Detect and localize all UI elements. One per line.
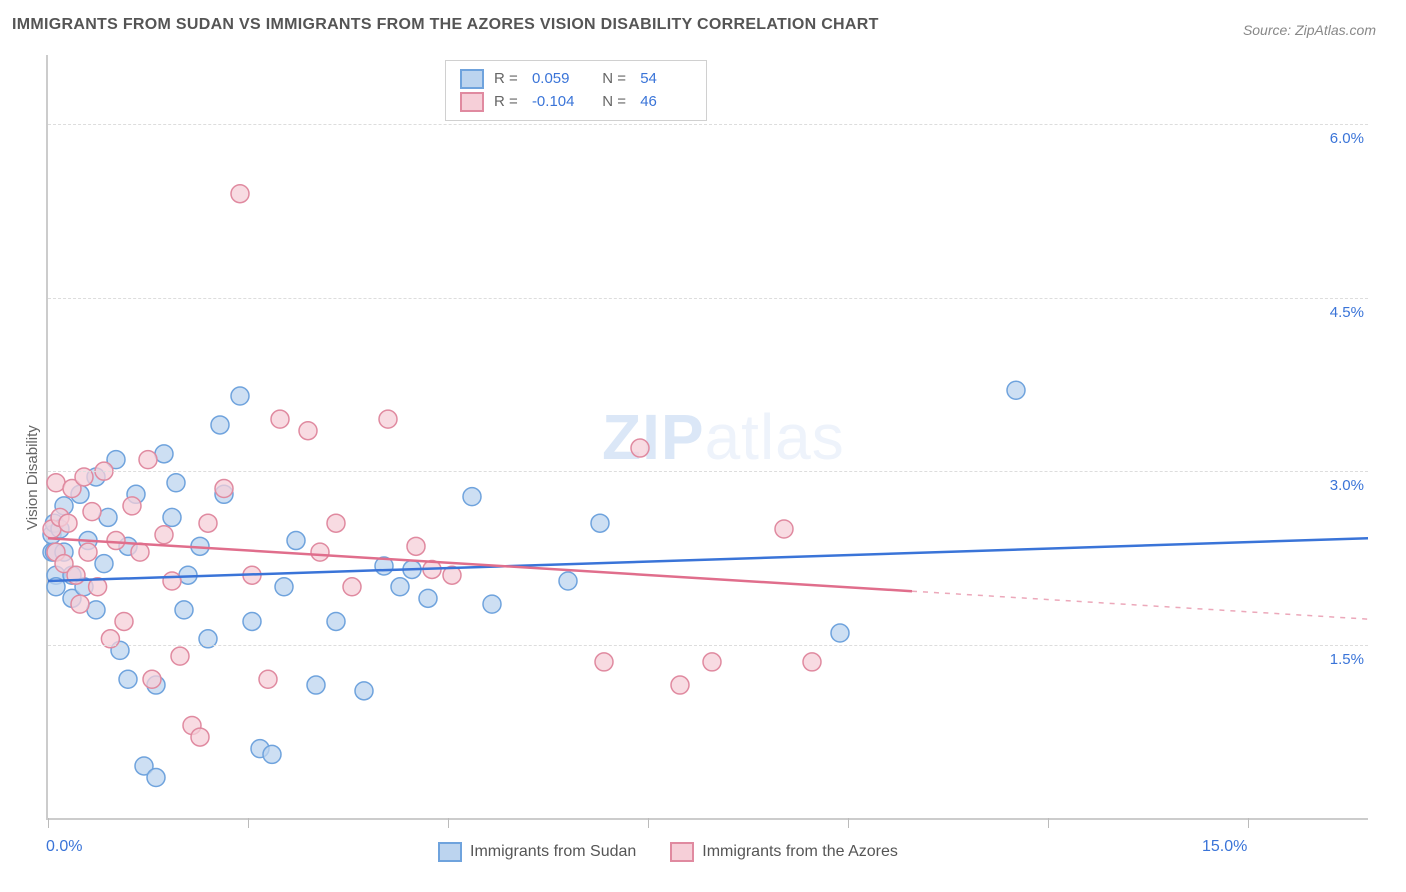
data-point-azores (215, 480, 233, 498)
data-point-sudan (263, 745, 281, 763)
data-point-sudan (95, 555, 113, 573)
data-point-azores (123, 497, 141, 515)
x-tick (1048, 818, 1049, 828)
legend-swatch-sudan (460, 69, 484, 89)
data-point-azores (703, 653, 721, 671)
r-label: R = (494, 90, 522, 113)
legend-swatch-sudan (438, 842, 462, 862)
legend-item-azores: Immigrants from the Azores (670, 842, 898, 862)
gridline (48, 471, 1368, 472)
n-value-azores: 46 (640, 90, 692, 113)
legend-series: Immigrants from Sudan Immigrants from the… (438, 842, 898, 862)
data-point-sudan (419, 589, 437, 607)
y-tick-label: 1.5% (1304, 651, 1364, 668)
legend-label-azores: Immigrants from the Azores (702, 843, 898, 861)
data-point-azores (191, 728, 209, 746)
trend-line-azores-dashed (912, 591, 1368, 619)
legend-stat-row-sudan: R = 0.059 N = 54 (460, 67, 692, 90)
data-point-azores (775, 520, 793, 538)
data-point-sudan (275, 578, 293, 596)
data-point-azores (71, 595, 89, 613)
y-tick-label: 4.5% (1304, 304, 1364, 321)
y-tick-label: 3.0% (1304, 477, 1364, 494)
data-point-azores (107, 532, 125, 550)
x-tick-label: 0.0% (46, 838, 82, 856)
data-point-sudan (287, 532, 305, 550)
data-point-sudan (463, 488, 481, 506)
data-point-sudan (119, 670, 137, 688)
n-value-sudan: 54 (640, 67, 692, 90)
gridline (48, 645, 1368, 646)
plot-area: ZIPatlas 1.5%3.0%4.5%6.0% (46, 55, 1368, 820)
data-point-sudan (307, 676, 325, 694)
data-point-azores (671, 676, 689, 694)
data-point-sudan (163, 508, 181, 526)
chart-container: { "title": "IMMIGRANTS FROM SUDAN VS IMM… (0, 0, 1406, 892)
y-tick-label: 6.0% (1304, 130, 1364, 147)
data-point-azores (79, 543, 97, 561)
data-point-sudan (167, 474, 185, 492)
data-point-sudan (391, 578, 409, 596)
data-point-sudan (831, 624, 849, 642)
data-point-azores (131, 543, 149, 561)
data-point-azores (343, 578, 361, 596)
x-tick (248, 818, 249, 828)
data-point-azores (259, 670, 277, 688)
data-point-sudan (231, 387, 249, 405)
y-axis-label: Vision Disability (24, 425, 41, 530)
data-point-azores (311, 543, 329, 561)
data-point-sudan (175, 601, 193, 619)
data-point-azores (327, 514, 345, 532)
r-value-azores: -0.104 (532, 90, 584, 113)
data-point-sudan (591, 514, 609, 532)
legend-stat-row-azores: R = -0.104 N = 46 (460, 90, 692, 113)
x-tick (848, 818, 849, 828)
data-point-sudan (147, 769, 165, 787)
data-point-sudan (483, 595, 501, 613)
data-point-azores (143, 670, 161, 688)
data-point-azores (115, 612, 133, 630)
legend-correlation-box: R = 0.059 N = 54R = -0.104 N = 46 (445, 60, 707, 121)
data-point-sudan (559, 572, 577, 590)
legend-swatch-azores (460, 92, 484, 112)
data-point-azores (199, 514, 217, 532)
n-label: N = (594, 90, 630, 113)
x-tick (648, 818, 649, 828)
data-point-azores (379, 410, 397, 428)
data-point-azores (83, 503, 101, 521)
chart-svg (48, 55, 1368, 818)
x-tick (1248, 818, 1249, 828)
chart-title: IMMIGRANTS FROM SUDAN VS IMMIGRANTS FROM… (12, 16, 879, 34)
r-label: R = (494, 67, 522, 90)
n-label: N = (594, 67, 630, 90)
data-point-azores (407, 537, 425, 555)
legend-item-sudan: Immigrants from Sudan (438, 842, 636, 862)
data-point-sudan (211, 416, 229, 434)
source-attribution: Source: ZipAtlas.com (1243, 22, 1376, 38)
data-point-azores (299, 422, 317, 440)
data-point-azores (595, 653, 613, 671)
gridline (48, 124, 1368, 125)
x-tick (448, 818, 449, 828)
legend-label-sudan: Immigrants from Sudan (470, 843, 636, 861)
trend-line-sudan (48, 538, 1368, 581)
data-point-sudan (1007, 381, 1025, 399)
data-point-sudan (355, 682, 373, 700)
data-point-azores (139, 451, 157, 469)
data-point-azores (271, 410, 289, 428)
data-point-azores (155, 526, 173, 544)
data-point-azores (803, 653, 821, 671)
x-tick (48, 818, 49, 828)
data-point-azores (631, 439, 649, 457)
data-point-azores (59, 514, 77, 532)
data-point-sudan (243, 612, 261, 630)
data-point-azores (231, 185, 249, 203)
gridline (48, 298, 1368, 299)
data-point-azores (171, 647, 189, 665)
x-tick-label: 15.0% (1202, 838, 1247, 856)
legend-swatch-azores (670, 842, 694, 862)
data-point-azores (163, 572, 181, 590)
r-value-sudan: 0.059 (532, 67, 584, 90)
data-point-sudan (327, 612, 345, 630)
